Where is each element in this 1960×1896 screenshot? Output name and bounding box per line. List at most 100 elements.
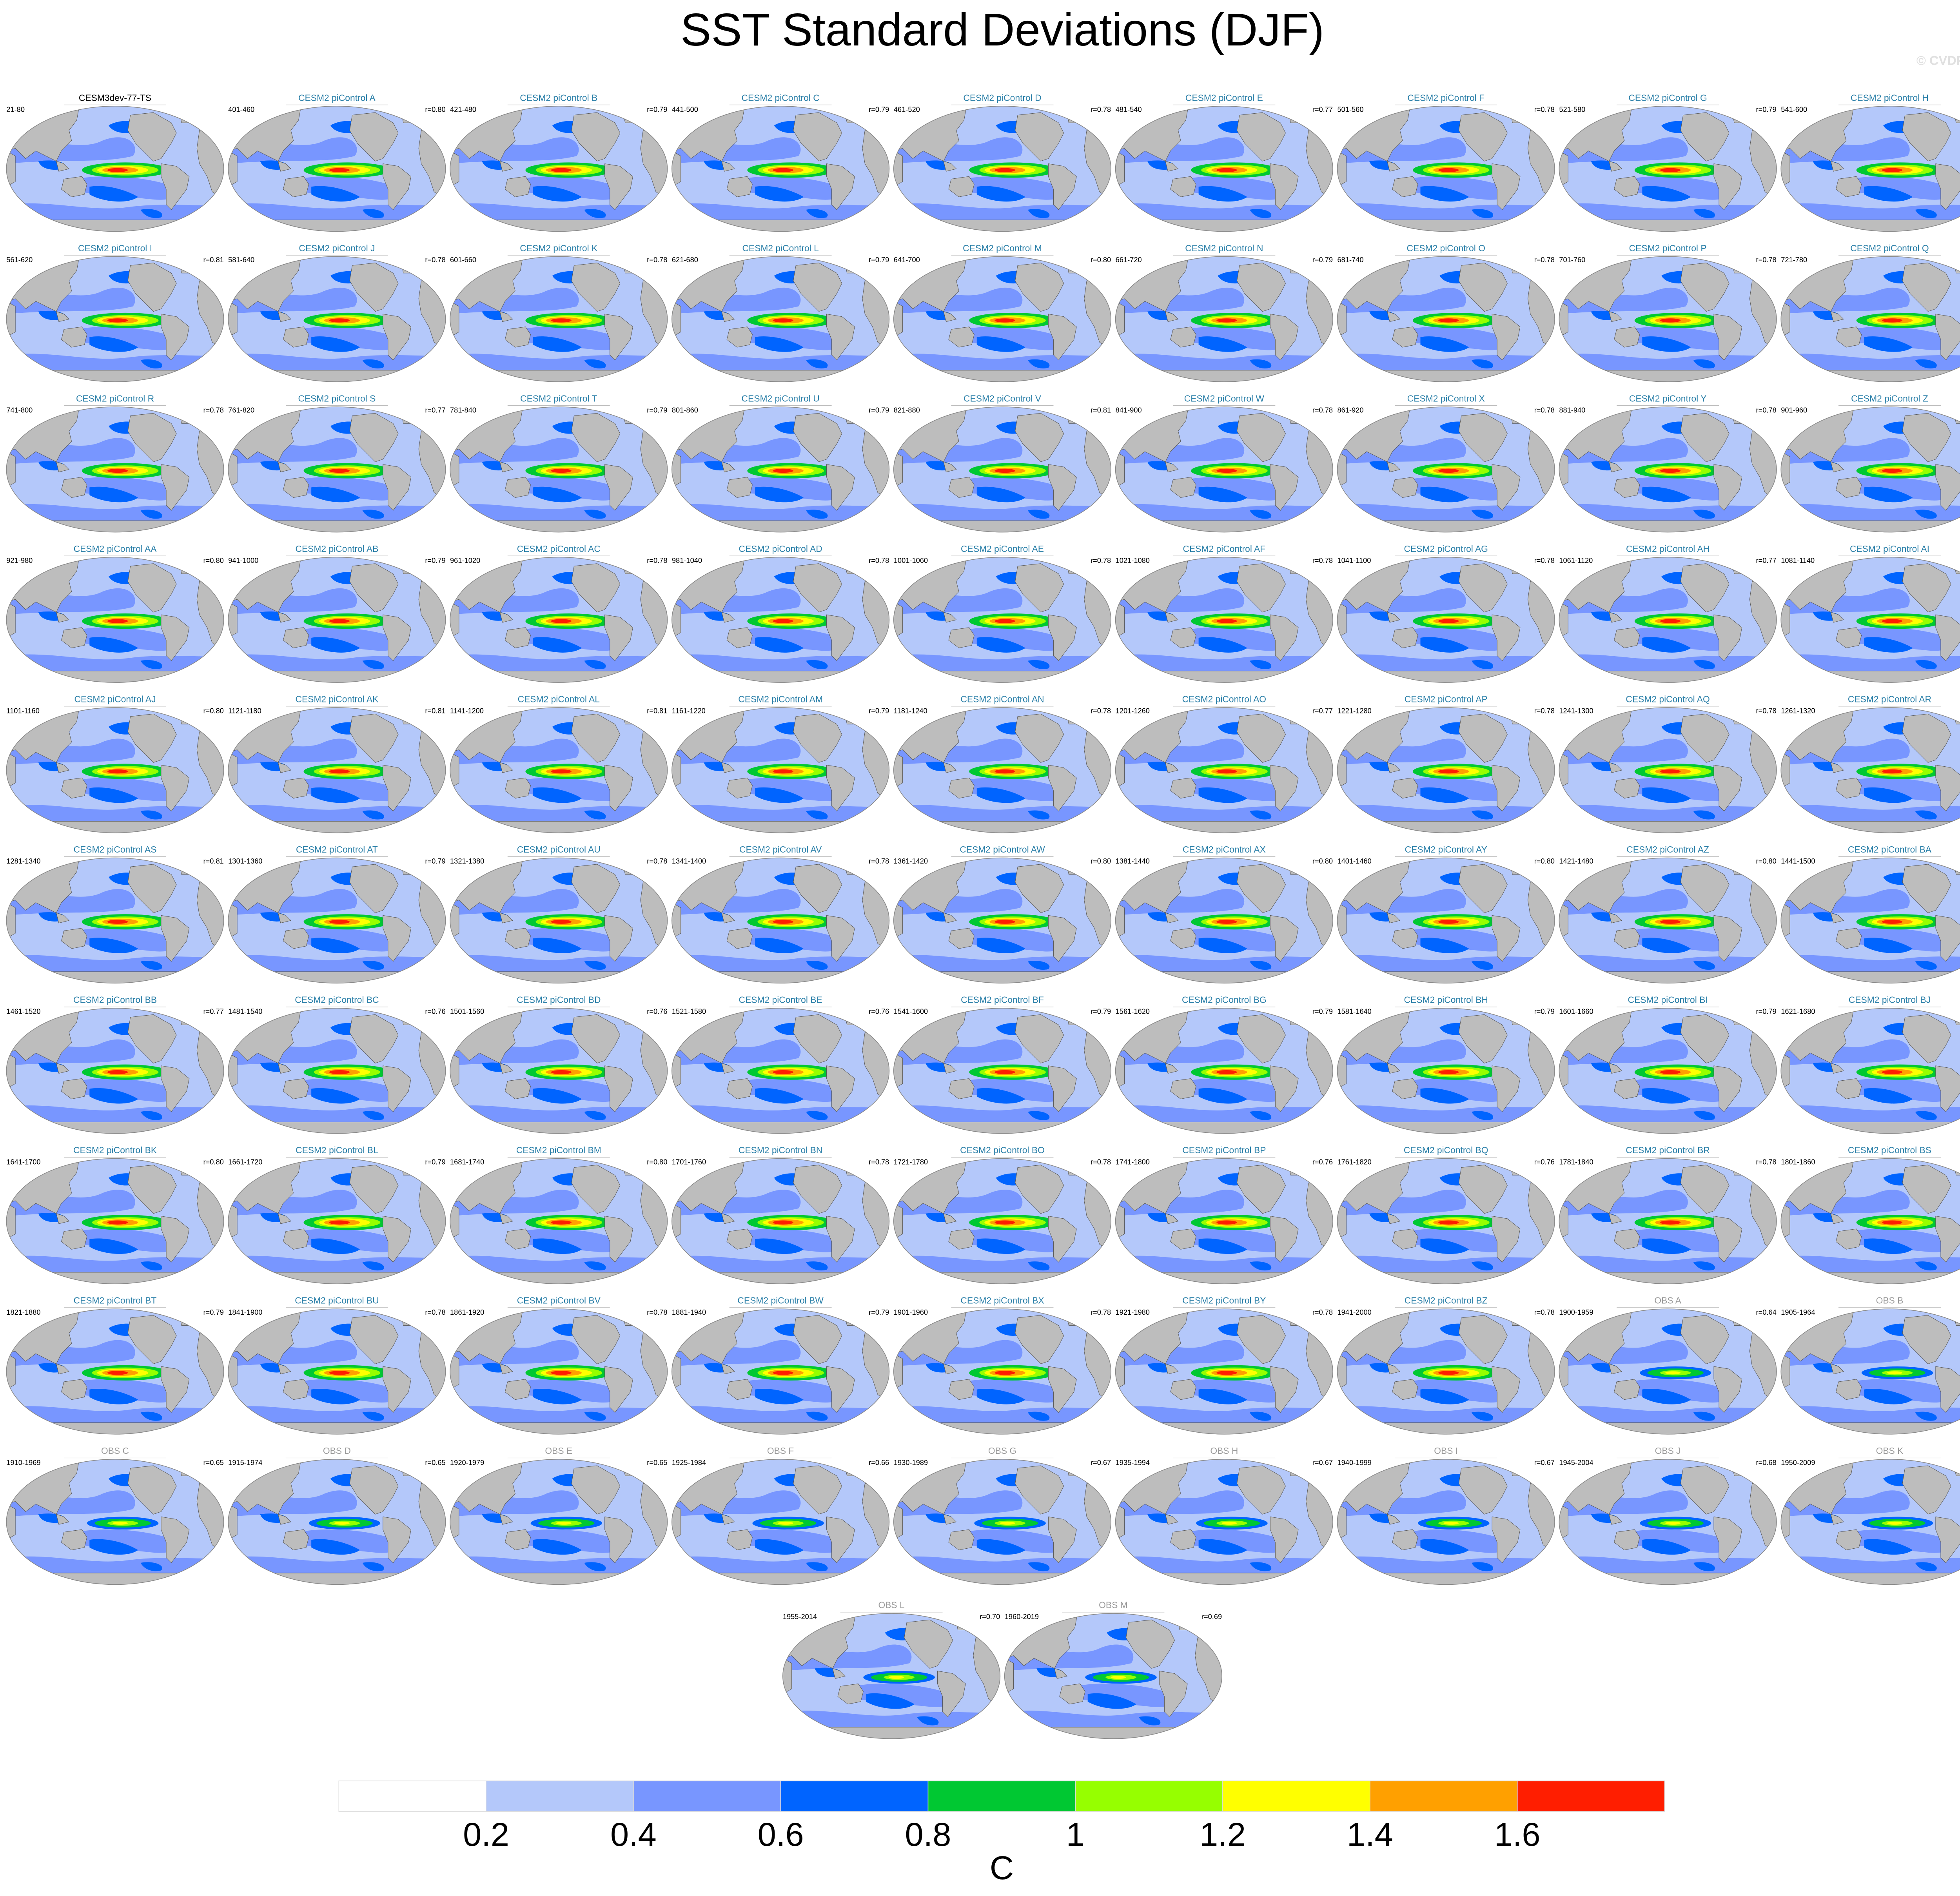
globe-outline [1780,1459,1960,1585]
sst-tongue [969,1365,1056,1381]
panel-years: 1955-2014 [783,1613,817,1621]
panel-title: CESM2 piControl AF [1183,544,1266,554]
panel-years: 1741-1800 [1116,1158,1150,1166]
panel-r: r=0.78 [647,1308,667,1316]
panel-years: 1940-1999 [1338,1458,1372,1466]
panel-r: r=0.77 [203,1007,223,1016]
panel-r: r=0.78 [1756,256,1777,264]
panel-title: CESM2 piControl BE [739,995,822,1005]
panel-title: CESM2 piControl BP [1182,1145,1266,1155]
globe-outline [1337,406,1555,533]
panel-r: r=0.78 [647,556,667,564]
panel-title: CESM2 piControl AQ [1626,694,1710,704]
map-panel: 1701-1760 CESM2 piControl BN r=0.78 [671,1145,890,1285]
globe-outline [450,557,668,683]
panel-r: r=0.78 [1091,707,1111,715]
panel-r: r=0.76 [869,1007,889,1016]
globe-outline [1559,707,1777,833]
map [228,1308,446,1435]
map [671,707,890,833]
map [6,557,224,683]
panel-years: 1201-1260 [1116,707,1150,715]
map-panel: 1201-1260 CESM2 piControl AO r=0.77 [1115,694,1333,833]
map [1115,857,1333,984]
watermark: © CVDP-LE [1916,53,1960,67]
panel-r: r=0.76 [1312,1158,1333,1166]
globe-outline [6,1308,224,1435]
sst-tongue [525,312,613,328]
map [1559,1158,1777,1285]
map [1337,106,1555,232]
panel-years: 561-620 [6,256,33,264]
panel-title: CESM2 piControl AD [739,544,822,554]
globe-outline [1780,406,1960,533]
sst-tongue [747,162,835,178]
panel-years: 1461-1520 [6,1007,40,1016]
colorbar-tick-label: 0.2 [463,1816,509,1853]
sst-tongue [82,1215,169,1230]
map [1559,406,1777,533]
panel-years: 1841-1900 [228,1308,262,1316]
globe-outline [1780,1308,1960,1435]
map [1337,406,1555,533]
map [228,857,446,984]
globe-outline [1780,557,1960,683]
sst-tongue [1412,312,1500,328]
sst-tongue [82,914,169,930]
panel-r: r=0.79 [1091,1007,1111,1016]
panel-r: r=0.77 [1312,105,1333,113]
map-panel: 1041-1100 CESM2 piControl AG r=0.78 [1337,544,1555,683]
map [893,1158,1112,1285]
color-box [1075,1780,1223,1812]
panel-title: CESM2 piControl BH [1404,995,1488,1005]
globe-outline [1004,1613,1222,1739]
sst-tongue [87,1517,159,1530]
sst-tongue [525,613,613,629]
map-panel: 1161-1220 CESM2 piControl AM r=0.79 [671,694,890,833]
colorbar-label: C [990,1849,1014,1886]
map-panel: 1921-1980 CESM2 piControl BY r=0.78 [1115,1295,1333,1435]
map-panel: 1661-1720 CESM2 piControl BL r=0.79 [228,1145,446,1285]
panel-r: r=0.78 [869,556,889,564]
map [450,406,668,533]
panel-years: 941-1000 [228,556,258,564]
panel-title: CESM2 piControl AH [1626,544,1710,554]
globe-outline [1559,1008,1777,1134]
map [1337,1158,1555,1285]
globe-outline [1337,1008,1555,1134]
map-panel: 1021-1080 CESM2 piControl AF r=0.78 [1115,544,1333,683]
panel-title: CESM2 piControl AA [74,544,157,554]
map-panel: 1955-2014 OBS L r=0.70 [782,1600,1001,1739]
map-panel: 1920-1979 OBS E r=0.65 [450,1446,668,1585]
sst-tongue [1191,463,1278,479]
sst-tongue [863,1671,935,1684]
panel-title: OBS B [1876,1295,1904,1306]
panel-r: r=0.79 [425,1158,445,1166]
globe-outline [671,256,890,382]
panel-title: CESM2 piControl BI [1628,995,1708,1005]
panel-r: r=0.69 [1201,1613,1222,1621]
panel-title: OBS M [1099,1600,1128,1610]
map-panel: 1221-1280 CESM2 piControl AP r=0.78 [1337,694,1555,833]
map-panel: 561-620 CESM2 piControl I r=0.81 [6,243,224,382]
panel-years: 1915-1974 [228,1458,262,1466]
sst-tongue [1634,162,1722,178]
panel-r: r=0.78 [1756,406,1777,414]
color-box [486,1780,634,1812]
sst-tongue [82,764,169,779]
panel-r: r=0.78 [1534,256,1555,264]
panel-r: r=0.68 [1756,1458,1777,1466]
figure-title: SST Standard Deviations (DJF) [681,4,1324,55]
map [671,256,890,382]
panel-title: CESM2 piControl BY [1182,1295,1266,1306]
sst-tongue [1412,613,1500,629]
sst-tongue [303,1064,391,1080]
sst-tongue [1861,1366,1933,1379]
sst-tongue [303,764,391,779]
map-panel: 1900-1959 OBS A r=0.64 [1559,1295,1777,1435]
map [782,1613,1001,1739]
panel-years: 1181-1240 [894,707,927,715]
color-box [927,1780,1076,1812]
map [671,1308,890,1435]
panel-years: 421-480 [450,105,476,113]
